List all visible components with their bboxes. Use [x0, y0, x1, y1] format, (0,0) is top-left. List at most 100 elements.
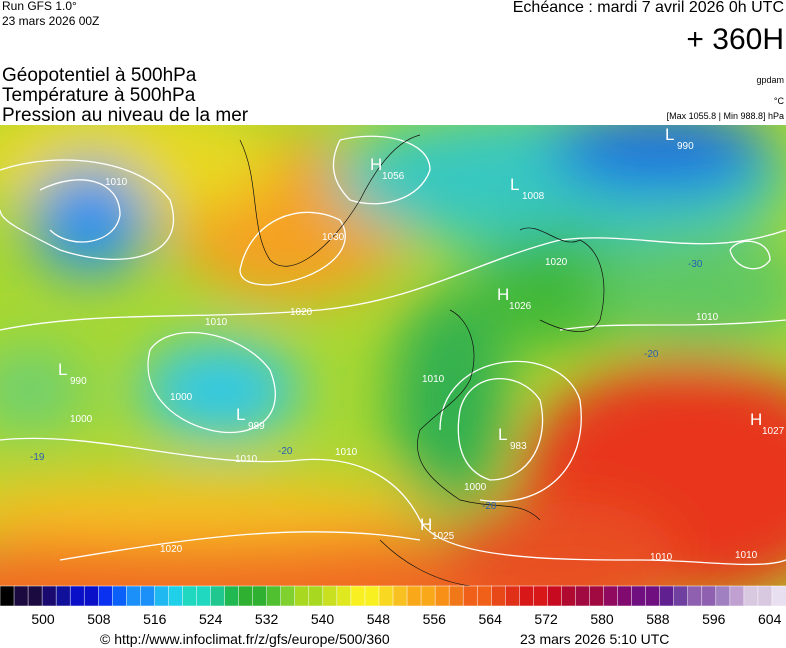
- isobar-label: 1020: [290, 307, 313, 318]
- center-value: 1008: [522, 191, 545, 202]
- legend-line: Pression au niveau de la mer: [2, 105, 249, 126]
- isobar-label: 1030: [322, 232, 345, 243]
- center-letter: H: [497, 285, 509, 304]
- temperature-label: -20: [482, 501, 497, 512]
- center-value: 1025: [432, 531, 455, 542]
- colorbar-swatch: [533, 585, 549, 607]
- colorbar-tick: 508: [87, 611, 111, 627]
- isobar-label: 1010: [105, 177, 128, 188]
- colorbar-swatch: [308, 585, 324, 607]
- colorbar-swatch: [547, 585, 563, 607]
- temperature-label: -30: [688, 259, 703, 270]
- colorbar-swatch: [69, 585, 85, 607]
- isobar-label: 1000: [70, 414, 93, 425]
- colorbar-swatch: [729, 585, 745, 607]
- colorbar-swatch: [280, 585, 296, 607]
- run-date: 23 mars 2026 00Z: [2, 14, 99, 28]
- colorbar-tick: 588: [646, 611, 670, 627]
- colorbar-swatch: [743, 585, 759, 607]
- colorbar-swatch: [83, 585, 100, 607]
- colorbar-tick: 500: [31, 611, 55, 627]
- unit: °C: [774, 96, 785, 106]
- isobar-label: 1010: [205, 317, 228, 328]
- colorbar-swatch: [126, 585, 142, 607]
- colorbar-tick: 548: [367, 611, 391, 627]
- colorbar-swatch: [13, 585, 29, 607]
- temperature-label: -20: [644, 349, 659, 360]
- center-letter: L: [510, 175, 519, 194]
- isobar-label: 1020: [160, 544, 183, 555]
- colorbar-tick: 564: [479, 611, 503, 627]
- colorbar-tick: 596: [702, 611, 726, 627]
- colorbar-swatch: [238, 585, 254, 607]
- isobar-label: 1020: [545, 257, 568, 268]
- isobars: [0, 135, 786, 566]
- colorbar-swatch: [336, 585, 352, 607]
- colorbar-swatch: [210, 585, 226, 607]
- temperature-label: -20: [278, 446, 293, 457]
- colorbar-swatch: [406, 585, 422, 607]
- colorbar-swatch: [98, 585, 114, 607]
- center-value: 983: [510, 441, 527, 452]
- colorbar-swatch: [350, 585, 366, 607]
- colorbar-tick: 572: [534, 611, 558, 627]
- run: Run GFS 1.0°: [2, 0, 77, 13]
- field: [0, 125, 786, 586]
- coastlines: [239, 134, 605, 586]
- center-letter: H: [420, 515, 432, 534]
- colorbar-swatch: [589, 585, 605, 607]
- colorbar-swatch: [771, 585, 786, 607]
- center-letter: H: [750, 410, 762, 429]
- colorbar-swatch: [603, 585, 619, 607]
- colorbar-tick: 540: [311, 611, 335, 627]
- colorbar-swatch: [140, 585, 156, 607]
- isobar-label: 1000: [464, 482, 487, 493]
- colorbar-swatch: [476, 585, 493, 607]
- colorbar-swatch: [448, 585, 464, 607]
- colorbar-swatch: [27, 585, 43, 607]
- colorbar-swatch: [631, 585, 647, 607]
- colorbar-swatch: [378, 585, 394, 607]
- center-value: 989: [248, 421, 265, 432]
- center-value: 990: [677, 141, 694, 152]
- isobar-label: 1010: [235, 454, 258, 465]
- footer-source: © http://www.infoclimat.fr/z/gfs/europe/…: [100, 631, 390, 647]
- colorbar-swatch: [505, 585, 521, 607]
- colorbar-swatch: [673, 585, 689, 607]
- center-value: 1056: [382, 171, 405, 182]
- colorbar-swatch: [392, 585, 408, 607]
- colorbar-swatch: [491, 585, 507, 607]
- center-letter: L: [58, 360, 67, 379]
- colorbar-swatch: [41, 585, 57, 607]
- colorbar-tick: 604: [758, 611, 782, 627]
- center-value: 990: [70, 376, 87, 387]
- colorbar-swatch: [659, 585, 675, 607]
- isobar-label: 1010: [335, 447, 358, 458]
- unit: gpdam: [756, 75, 784, 85]
- legend-line: Géopotentiel à 500hPa: [2, 65, 197, 86]
- colorbar-tick: 524: [199, 611, 223, 627]
- center-value: 1027: [762, 426, 785, 437]
- isobar-label: 1010: [735, 550, 758, 561]
- colorbar-swatch: [434, 585, 450, 607]
- colorbar-swatch: [561, 585, 577, 607]
- colorbar-swatch: [266, 585, 282, 607]
- colorbar-swatch: [575, 585, 591, 607]
- center-value: 1026: [509, 301, 532, 312]
- colorbar-swatch: [168, 585, 184, 607]
- colorbar-swatch: [294, 585, 310, 607]
- colorbar-swatch: [701, 585, 717, 607]
- center-letter: L: [498, 425, 507, 444]
- colorbar-swatch: [617, 585, 633, 607]
- lead-time: + 360H: [686, 23, 784, 56]
- isobar-label: 1000: [170, 392, 193, 403]
- center-letter: L: [665, 125, 674, 144]
- isobar-label: 1010: [696, 312, 719, 323]
- isobar-label: 1010: [422, 374, 445, 385]
- isobar-label: 1010: [650, 552, 673, 563]
- colorbar-swatch: [55, 585, 71, 607]
- colorbar-swatch: [757, 585, 773, 607]
- center-letter: H: [370, 155, 382, 174]
- colorbar-tick: 580: [590, 611, 614, 627]
